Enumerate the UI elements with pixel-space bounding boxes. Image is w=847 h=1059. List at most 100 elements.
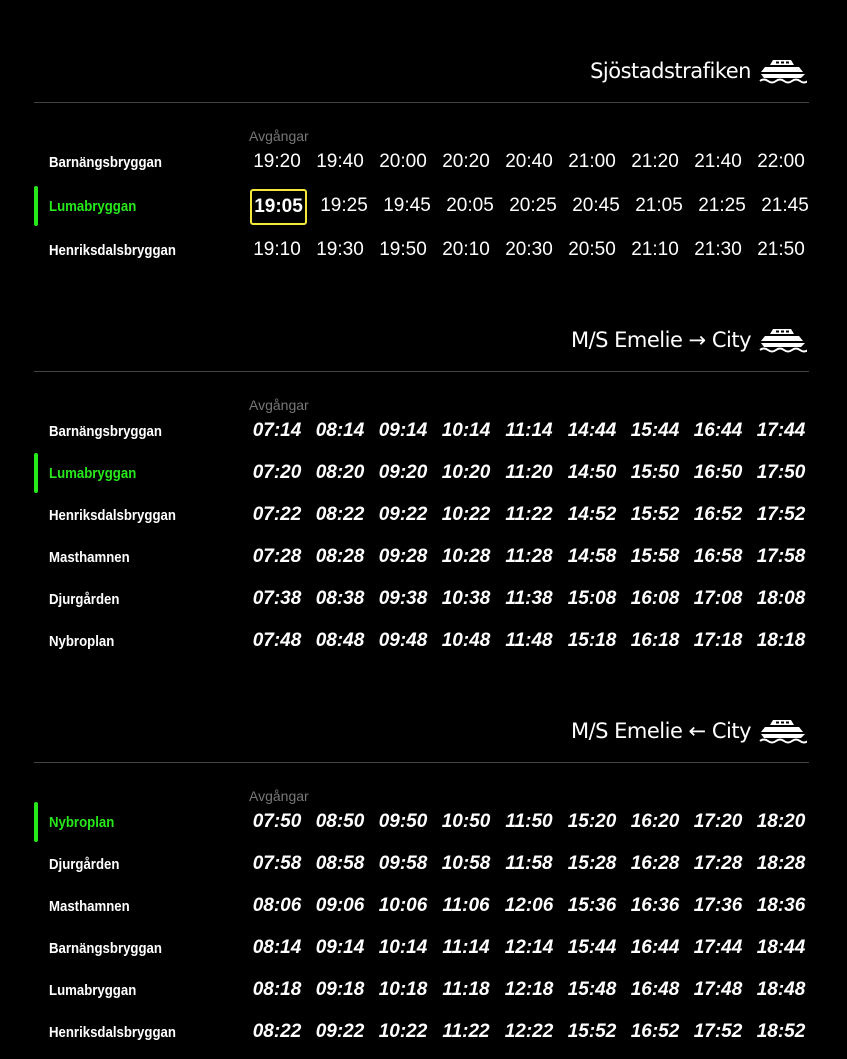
departure-time: 10:58 — [441, 853, 491, 874]
departure-time: 10:18 — [378, 979, 428, 1000]
departure-time: 12:06 — [504, 895, 554, 916]
departure-time: 15:18 — [567, 630, 617, 651]
departure-time: 18:44 — [756, 937, 806, 958]
departure-time: 10:48 — [441, 630, 491, 651]
departure-time: 14:58 — [567, 546, 617, 567]
ferry-icon — [759, 720, 807, 744]
current-stop-indicator — [34, 453, 38, 493]
departure-time: 15:36 — [567, 895, 617, 916]
stop-name: Nybroplan — [49, 814, 115, 831]
departure-time: 12:18 — [504, 979, 554, 1000]
departure-time: 08:20 — [315, 462, 365, 483]
departure-time: 10:14 — [378, 937, 428, 958]
section-header: Sjöstadstrafiken — [34, 43, 809, 103]
departure-time: 20:40 — [505, 151, 553, 172]
stop-row: Henriksdalsbryggan 07:22 08:22 09:22 10:22 11… — [34, 495, 809, 535]
section-title: M/S Emelie → City — [570, 328, 752, 352]
departure-time: 11:14 — [442, 937, 490, 958]
departure-time: 16:08 — [630, 588, 680, 609]
departure-time: 11:22 — [505, 504, 553, 525]
departure-time: 08:58 — [315, 853, 365, 874]
departure-time: 21:20 — [631, 151, 679, 172]
departure-time: 11:48 — [505, 630, 553, 651]
current-stop-indicator — [34, 802, 38, 842]
departure-time: 15:50 — [630, 462, 680, 483]
departure-time: 20:30 — [505, 239, 553, 260]
departure-time: 21:10 — [631, 239, 679, 260]
departure-time: 17:48 — [693, 979, 743, 1000]
departure-time: 10:22 — [441, 504, 491, 525]
departure-time: 09:58 — [378, 853, 428, 874]
stop-name: Henriksdalsbryggan — [49, 242, 176, 259]
departure-time: 11:50 — [505, 811, 553, 832]
departure-time: 17:52 — [756, 504, 806, 525]
departure-time: 19:20 — [253, 151, 301, 172]
departure-time: 07:48 — [252, 630, 302, 651]
departure-time: 17:50 — [756, 462, 806, 483]
stop-name: Lumabryggan — [49, 198, 137, 215]
departures-label: Avgångar — [249, 397, 309, 413]
stop-name: Lumabryggan — [49, 465, 137, 482]
divider — [34, 371, 809, 372]
departure-time: 16:50 — [693, 462, 743, 483]
departure-time: 07:38 — [252, 588, 302, 609]
departure-time: 19:10 — [253, 239, 301, 260]
departure-time: 09:22 — [315, 1021, 365, 1042]
departure-time: 21:50 — [757, 239, 805, 260]
departure-time: 07:20 — [252, 462, 302, 483]
departure-time: 17:18 — [693, 630, 743, 651]
departure-time: 20:25 — [509, 195, 557, 216]
departure-time: 15:58 — [630, 546, 680, 567]
departure-time: 11:18 — [442, 979, 490, 1000]
departure-time: 11:28 — [505, 546, 553, 567]
departures-label: Avgångar — [249, 788, 309, 804]
departure-time: 16:20 — [630, 811, 680, 832]
stop-row: Masthamnen 08:06 09:06 10:06 11:06 12:06 15:36… — [34, 886, 809, 926]
departure-time: 08:14 — [252, 937, 302, 958]
departure-time: 19:25 — [320, 195, 368, 216]
departure-time: 10:14 — [441, 420, 491, 441]
timetable-section: M/S Emelie → City Avgångar Barnängsbryggan… — [34, 312, 809, 651]
stop-name: Masthamnen — [49, 898, 130, 915]
stop-name: Djurgården — [49, 591, 120, 608]
departure-time: 16:58 — [693, 546, 743, 567]
departure-time: 10:06 — [378, 895, 428, 916]
departure-time: 15:28 — [567, 853, 617, 874]
departure-time: 21:40 — [694, 151, 742, 172]
stop-row: Barnängsbryggan 07:14 08:14 09:14 10:14 11:14… — [34, 411, 809, 451]
departure-time: 19:40 — [316, 151, 364, 172]
departure-time: 21:45 — [761, 195, 809, 216]
ferry-icon — [759, 60, 807, 84]
departure-time: 10:28 — [441, 546, 491, 567]
stop-row: Lumabryggan 08:18 09:18 10:18 11:18 12:18 15:4… — [34, 970, 809, 1010]
stop-row: Henriksdalsbryggan 08:22 09:22 10:22 11:22 12… — [34, 1012, 809, 1052]
stop-name: Nybroplan — [49, 633, 115, 650]
departure-time: 16:18 — [630, 630, 680, 651]
stop-name: Barnängsbryggan — [49, 154, 162, 171]
section-header: M/S Emelie → City — [34, 312, 809, 372]
stop-name: Barnängsbryggan — [49, 940, 162, 957]
departure-time: 08:38 — [315, 588, 365, 609]
departure-time: 20:45 — [572, 195, 620, 216]
stop-name: Barnängsbryggan — [49, 423, 162, 440]
departure-time: 14:44 — [567, 420, 617, 441]
departure-time: 12:14 — [504, 937, 554, 958]
departure-time: 17:44 — [756, 420, 806, 441]
departure-time: 09:14 — [315, 937, 365, 958]
departure-time: 08:22 — [252, 1021, 302, 1042]
departure-time: 16:52 — [693, 504, 743, 525]
stop-row: Barnängsbryggan 19:20 19:40 20:00 20:20 20:40… — [34, 142, 809, 182]
departure-time: 18:08 — [756, 588, 806, 609]
departure-time: 19:30 — [316, 239, 364, 260]
departure-time: 20:05 — [446, 195, 494, 216]
departure-time: 09:18 — [315, 979, 365, 1000]
departure-time: 20:10 — [442, 239, 490, 260]
departure-time: 15:48 — [567, 979, 617, 1000]
departure-time: 17:44 — [693, 937, 743, 958]
departure-time: 18:52 — [756, 1021, 806, 1042]
departure-time: 20:20 — [442, 151, 490, 172]
divider — [34, 102, 809, 103]
departure-time: 07:14 — [252, 420, 302, 441]
departure-time: 10:20 — [441, 462, 491, 483]
departure-time: 08:28 — [315, 546, 365, 567]
